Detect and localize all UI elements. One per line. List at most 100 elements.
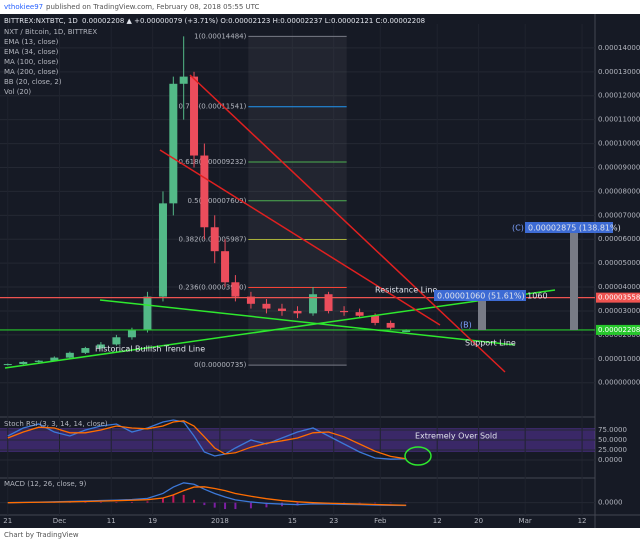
candle-body <box>81 348 89 353</box>
annotation: Extremely Over Sold <box>415 432 497 441</box>
legend-entry: EMA (13, close) <box>4 38 59 46</box>
y-tick-label: 0.00006000 <box>598 235 640 243</box>
projection-bar <box>478 300 486 330</box>
fib-label: 0(0.00000735) <box>194 361 246 369</box>
chart-title: NXT / Bitcoin, 1D, BITTREX <box>4 28 97 36</box>
histogram-bar <box>250 503 252 509</box>
legend-entry: EMA (34, close) <box>4 48 59 56</box>
published: published on TradingView.com, February 0… <box>46 3 260 11</box>
projection-bar <box>570 232 578 330</box>
candle-body <box>231 282 239 296</box>
y-tick-label: 0.00007000 <box>598 211 640 219</box>
histogram-bar <box>224 503 226 509</box>
histogram-bar <box>234 503 236 509</box>
histogram-bar <box>146 501 148 502</box>
annotation: 0.00001060 (51.61%) 1060 <box>437 292 548 301</box>
histogram-bar <box>374 503 376 504</box>
y-tick-label: 0.00012000 <box>598 92 640 100</box>
histogram-bar <box>203 503 205 505</box>
candle-body <box>66 353 74 358</box>
price-tag-label: 0.00002208 <box>598 326 640 334</box>
annotation: 0.00002875 (138.81%) <box>528 224 621 233</box>
annotation: (C) <box>512 224 524 233</box>
candle-body <box>159 203 167 296</box>
candle-body <box>294 311 302 313</box>
candle-body <box>143 297 151 330</box>
footer: Chart by TradingView <box>4 531 79 539</box>
candle-body <box>128 330 136 337</box>
candle-body <box>356 312 364 316</box>
x-tick-label: 21 <box>3 517 12 525</box>
y-tick-label: 0.00001000 <box>598 355 640 363</box>
annotation: Historical Bullish Trend Line <box>95 345 205 354</box>
legend-entry: MA (200, close) <box>4 68 59 76</box>
x-tick-label: 19 <box>148 517 157 525</box>
x-tick-label: 11 <box>107 517 116 525</box>
candle-body <box>169 84 177 204</box>
y-tick-label: 75.0000 <box>598 426 627 434</box>
candle-body <box>4 364 12 365</box>
username[interactable]: vthokiee97 <box>4 3 43 11</box>
x-tick-label: 15 <box>288 517 297 525</box>
x-tick-label: 23 <box>329 517 338 525</box>
x-tick-label: 2018 <box>211 517 229 525</box>
candle-body <box>35 361 43 362</box>
pane-title: MACD (12, 26, close, 9) <box>4 480 87 488</box>
histogram-bar <box>162 498 164 503</box>
x-tick-label: Dec <box>53 517 67 525</box>
candle-body <box>371 316 379 323</box>
y-tick-label: 0.00009000 <box>598 163 640 171</box>
quote: 0.00002208 ▲ +0.00000079 (+3.71%) O:0.00… <box>82 17 425 25</box>
footer-bar <box>0 528 640 542</box>
candle-body <box>190 77 198 156</box>
histogram-bar <box>100 502 102 503</box>
x-tick-label: 12 <box>433 517 442 525</box>
y-tick-label: 0.00005000 <box>598 259 640 267</box>
y-tick-label: 0.0000 <box>598 499 623 507</box>
legend-entry: BB (20, close, 2) <box>4 78 62 86</box>
x-tick-label: Mar <box>519 517 532 525</box>
annotation: (B) <box>460 321 472 330</box>
legend-entry: Vol (20) <box>4 88 31 96</box>
pane-title: Stoch RSI (3, 3, 14, 14, close) <box>4 420 108 428</box>
y-tick-label: 0.00013000 <box>598 68 640 76</box>
candle-body <box>325 294 333 311</box>
histogram-bar <box>183 495 185 503</box>
candle-body <box>262 304 270 309</box>
y-tick-label: 0.00010000 <box>598 140 640 148</box>
candle-body <box>180 77 188 84</box>
y-tick-label: 50.0000 <box>598 436 627 444</box>
histogram-bar <box>131 502 133 503</box>
annotation: Resistance Line <box>375 286 437 295</box>
candle-body <box>112 337 120 344</box>
y-tick-label: 0.00003000 <box>598 307 640 315</box>
candle-body <box>278 309 286 311</box>
annotation: Support Line <box>465 339 516 348</box>
histogram-bar <box>172 495 174 503</box>
y-tick-label: 0.0000 <box>598 456 623 464</box>
histogram-bar <box>115 502 117 503</box>
candle-body <box>340 311 348 312</box>
fib-label: 0.786(0.00011541) <box>179 103 247 111</box>
y-tick-label: 25.0000 <box>598 446 627 454</box>
fib-label: 0.618(0.00009232) <box>179 158 247 166</box>
candle-body <box>221 251 229 282</box>
legend-entry: MA (100, close) <box>4 58 59 66</box>
candle-body <box>387 323 395 328</box>
y-tick-label: 0.00008000 <box>598 187 640 195</box>
y-tick-label: 0.00014000 <box>598 44 640 52</box>
histogram-bar <box>193 500 195 503</box>
histogram-bar <box>359 503 361 504</box>
candle-body <box>19 362 27 364</box>
candle-body <box>200 156 208 228</box>
x-tick-label: Feb <box>374 517 387 525</box>
candle-body <box>211 227 219 251</box>
x-tick-label: 20 <box>474 517 483 525</box>
y-tick-label: 0.00000000 <box>598 379 640 387</box>
y-tick-label: 0.00011000 <box>598 116 640 124</box>
y-tick-label: 0.00004000 <box>598 283 640 291</box>
price-tag-label: 0.00003558 <box>598 294 640 302</box>
x-tick-label: 12 <box>578 517 587 525</box>
histogram-bar <box>214 503 216 508</box>
